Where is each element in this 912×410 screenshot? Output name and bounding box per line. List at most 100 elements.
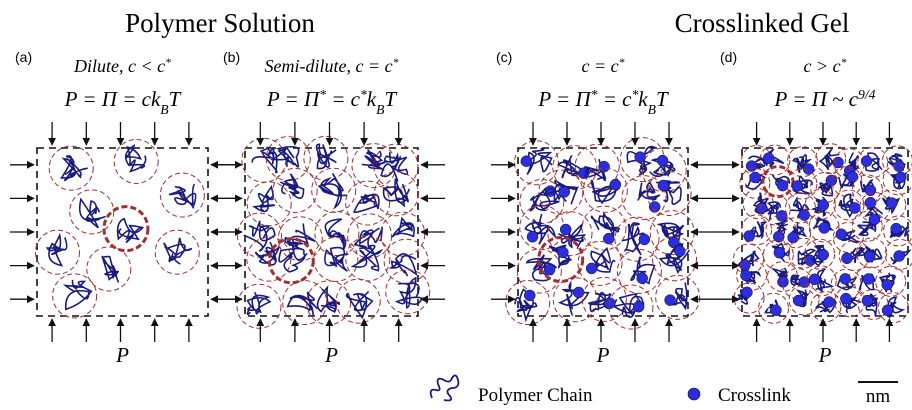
crosslink	[586, 263, 597, 274]
section-title: Crosslinked Gel	[675, 8, 850, 38]
load-label: P	[818, 343, 832, 367]
panel: (b)Semi-dilute, c = c*P = Π* = c*kBTP	[218, 49, 445, 367]
crosslink	[599, 161, 610, 172]
chain-domain	[114, 139, 158, 183]
polymer-chain	[280, 174, 303, 199]
polymer-chain	[353, 245, 381, 270]
condition: Semi-dilute, c = c*	[265, 56, 399, 77]
pressure-formula: P = Π* = c*kBT	[537, 87, 669, 117]
panel: (c) c = c* P = Π* = c*kBT P	[491, 49, 715, 367]
chain-icon	[431, 375, 459, 400]
panel-label: (c)	[496, 49, 512, 65]
crosslink	[763, 153, 774, 164]
formula-part: 9/4	[858, 87, 876, 102]
formula-part: c > c	[804, 56, 841, 76]
crosslink	[895, 172, 906, 183]
crosslink	[863, 273, 874, 284]
polymer-chain	[392, 218, 414, 237]
crosslink	[657, 155, 668, 166]
polymer-chain	[558, 156, 580, 177]
panel-label: (a)	[15, 49, 32, 65]
polymer-chain	[254, 187, 274, 212]
panel: (d) c > c* P = Π ~ c9/4 P	[715, 49, 912, 367]
polymer-chain	[319, 174, 348, 208]
formula-part: *	[619, 56, 625, 69]
crosslink	[521, 156, 532, 167]
figure: Polymer Solution Crosslinked Gel (a)Dilu…	[0, 0, 912, 410]
polymer-chain	[285, 224, 315, 250]
crosslink	[862, 295, 873, 306]
polymer-chain	[80, 199, 106, 227]
legend: Polymer Chain Crosslink nm	[431, 375, 898, 407]
pressure-formula: P = Π ~ c9/4	[774, 87, 876, 112]
formula-part: c = c	[582, 56, 619, 76]
chain-domain	[578, 241, 622, 285]
polymer-chain	[325, 219, 345, 249]
crosslink	[610, 179, 621, 190]
crosslink	[847, 171, 858, 182]
formula-part: P = Π	[266, 87, 321, 111]
polymer-chain	[247, 292, 270, 314]
crosslink	[865, 197, 876, 208]
polymer-chain	[164, 238, 192, 264]
crosslink	[750, 172, 761, 183]
load-label: P	[596, 343, 610, 367]
crosslink	[818, 199, 829, 210]
chain-domain	[506, 281, 550, 325]
formula-part: T	[384, 87, 397, 111]
polymer-chain	[354, 194, 379, 212]
chain-domain	[247, 182, 291, 226]
crosslink	[635, 152, 646, 163]
polymer-chain	[66, 280, 92, 309]
crosslink	[788, 232, 799, 243]
polymer-chain	[660, 244, 689, 273]
crosslink	[882, 279, 893, 290]
crosslink	[740, 270, 751, 281]
crosslink	[544, 264, 555, 275]
crosslink	[840, 273, 851, 284]
crosslink	[527, 231, 538, 242]
crosslink	[849, 202, 860, 213]
polymer-chain	[288, 292, 317, 316]
polymer-chain	[318, 288, 340, 312]
formula-part: *	[165, 56, 171, 69]
polymer-chain	[355, 227, 382, 249]
polymer-chain	[118, 219, 144, 243]
condition: c > c*	[804, 56, 847, 77]
crosslink-icon	[688, 388, 700, 400]
formula-part: = c	[326, 87, 361, 111]
crosslink	[744, 231, 755, 242]
panel-label: (b)	[223, 49, 240, 65]
crosslink	[658, 180, 669, 191]
crosslink	[841, 253, 852, 264]
crosslink	[792, 180, 803, 191]
chain-domain	[53, 274, 97, 318]
pressure-formula: P = Π = ckBT	[64, 87, 182, 117]
chain-domain	[346, 181, 390, 225]
polymer-chain	[244, 221, 275, 251]
polymer-chain	[560, 283, 588, 315]
legend-label: Polymer Chain	[478, 385, 593, 406]
crosslink	[861, 156, 872, 167]
crosslink	[741, 287, 752, 298]
crosslink	[882, 305, 893, 316]
polymer-chain	[126, 146, 146, 172]
crosslink	[665, 295, 676, 306]
crosslink	[865, 185, 876, 196]
crosslink	[824, 297, 835, 308]
crosslink	[674, 246, 685, 257]
formula-part: *	[393, 56, 399, 69]
panel-label: (d)	[720, 49, 737, 65]
crosslink	[809, 274, 820, 285]
crosslink	[864, 251, 875, 262]
legend-label: Crosslink	[718, 385, 791, 406]
chain-domain	[87, 247, 131, 291]
formula-part: P = Π ~ c	[774, 87, 859, 111]
crosslink	[524, 290, 535, 301]
crosslink	[894, 250, 905, 261]
pressure-formula: P = Π* = c*kBT	[266, 87, 398, 117]
formula-part: Dilute, c < c	[73, 56, 165, 76]
crosslink	[836, 229, 847, 240]
crosslink	[886, 198, 897, 209]
